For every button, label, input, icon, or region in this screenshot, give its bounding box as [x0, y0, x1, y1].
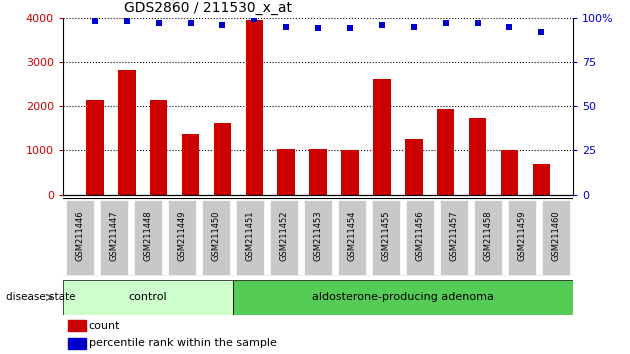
Bar [532, 164, 550, 195]
Bar [86, 99, 104, 195]
Bar [68, 338, 86, 349]
Text: GSM211452: GSM211452 [280, 210, 289, 261]
Text: GSM211450: GSM211450 [212, 210, 220, 261]
Text: GSM211447: GSM211447 [110, 210, 118, 261]
Point [249, 17, 260, 22]
FancyBboxPatch shape [270, 200, 298, 275]
Bar [309, 149, 327, 195]
Point [536, 29, 546, 35]
Text: GSM211448: GSM211448 [144, 210, 152, 261]
FancyBboxPatch shape [338, 200, 366, 275]
FancyBboxPatch shape [202, 200, 230, 275]
Text: GSM211456: GSM211456 [416, 210, 425, 261]
Bar [246, 20, 263, 195]
FancyBboxPatch shape [236, 200, 264, 275]
FancyBboxPatch shape [168, 200, 196, 275]
Bar [182, 134, 199, 195]
FancyBboxPatch shape [304, 200, 332, 275]
Text: GSM211459: GSM211459 [518, 210, 527, 261]
Point [440, 20, 450, 26]
FancyBboxPatch shape [542, 200, 570, 275]
Text: GSM211455: GSM211455 [382, 210, 391, 261]
Text: aldosterone-producing adenoma: aldosterone-producing adenoma [312, 292, 494, 302]
Point [217, 22, 227, 28]
Text: GSM211460: GSM211460 [552, 210, 561, 261]
FancyBboxPatch shape [406, 200, 434, 275]
Point [186, 20, 196, 26]
Bar [469, 118, 486, 195]
Bar [501, 149, 518, 195]
Point [281, 24, 291, 29]
FancyBboxPatch shape [100, 200, 128, 275]
Text: GSM211457: GSM211457 [450, 210, 459, 261]
Text: GSM211446: GSM211446 [76, 210, 84, 261]
Point [122, 18, 132, 24]
Bar [405, 139, 423, 195]
Text: percentile rank within the sample: percentile rank within the sample [88, 338, 277, 348]
Text: GSM211453: GSM211453 [314, 210, 323, 261]
Text: control: control [129, 292, 168, 302]
Bar [63, 280, 233, 315]
FancyBboxPatch shape [66, 200, 94, 275]
FancyBboxPatch shape [440, 200, 468, 275]
Bar [341, 150, 359, 195]
Text: GSM211451: GSM211451 [246, 210, 255, 261]
FancyBboxPatch shape [474, 200, 502, 275]
Point [154, 20, 164, 26]
Bar [150, 99, 168, 195]
Point [409, 24, 419, 29]
Text: count: count [88, 321, 120, 331]
Bar [373, 79, 391, 195]
Point [313, 25, 323, 31]
Point [90, 18, 100, 24]
Text: GSM211454: GSM211454 [348, 210, 357, 261]
Text: GSM211449: GSM211449 [178, 210, 186, 261]
Point [505, 24, 515, 29]
FancyBboxPatch shape [372, 200, 400, 275]
FancyBboxPatch shape [134, 200, 162, 275]
Bar [118, 70, 135, 195]
Text: GDS2860 / 211530_x_at: GDS2860 / 211530_x_at [124, 1, 292, 15]
Bar [437, 109, 454, 195]
Bar [214, 123, 231, 195]
Bar [233, 280, 573, 315]
Bar [277, 149, 295, 195]
Point [377, 22, 387, 28]
Point [472, 20, 483, 26]
Bar [68, 320, 86, 331]
Text: GSM211458: GSM211458 [484, 210, 493, 261]
Text: disease state: disease state [6, 292, 76, 302]
FancyBboxPatch shape [508, 200, 536, 275]
Point [345, 25, 355, 31]
